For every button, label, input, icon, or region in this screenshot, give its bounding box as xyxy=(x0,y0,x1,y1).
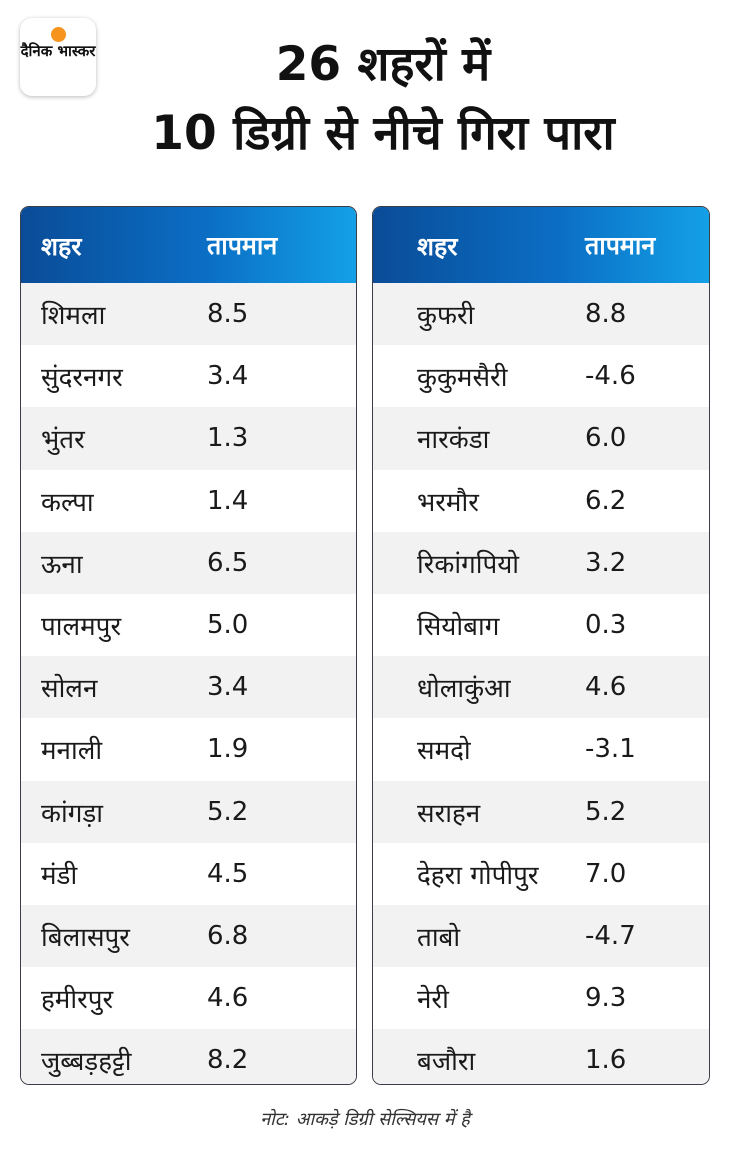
city-cell: कुफरी xyxy=(417,301,475,332)
table-body: कुफरी 8.8 कुकुमसैरी -4.6 नारकंडा 6.0 भरमौर 6… xyxy=(373,283,709,1084)
city-cell: सराहन xyxy=(417,798,481,829)
temperature-cell: 3.2 xyxy=(585,547,627,578)
table-row: सियोबाग 0.3 xyxy=(373,593,709,657)
table-row: कांगड़ा 5.2 xyxy=(21,780,356,843)
page-title: 26 शहरों में 10 डिग्री से नीचे गिरा पारा xyxy=(96,30,670,168)
temperature-cell: 5.2 xyxy=(585,796,627,827)
table-row: कुफरी 8.8 xyxy=(373,283,709,346)
temperature-cell: 8.8 xyxy=(585,299,627,330)
city-cell: नारकंडा xyxy=(417,425,490,456)
city-cell: सुंदरनगर xyxy=(41,363,123,394)
table-row: हमीरपुर 4.6 xyxy=(21,967,356,1030)
city-cell: भरमौर xyxy=(417,487,479,518)
table-row: रिकांगपियो 3.2 xyxy=(373,531,709,594)
city-cell: बजौरा xyxy=(417,1047,476,1078)
city-cell: कल्पा xyxy=(41,487,94,518)
footnote: नोट: आकड़े डिग्री सेल्सियस में है xyxy=(260,1109,470,1130)
temperature-cell: 8.2 xyxy=(207,1045,249,1076)
temperature-cell: -3.1 xyxy=(585,734,636,765)
city-cell: समदो xyxy=(417,736,471,767)
table-row: भुंतर 1.3 xyxy=(21,407,356,470)
city-cell: सियोबाग xyxy=(417,612,500,643)
temperature-cell: 1.4 xyxy=(207,485,249,516)
table-row: जुब्बड़हट्टी 8.2 xyxy=(21,1029,356,1084)
table-row: नारकंडा 6.0 xyxy=(373,407,709,470)
city-cell: रिकांगपियो xyxy=(417,549,520,580)
temperature-table-left: शहर तापमान शिमला 8.5 सुंदरनगर 3.4 भुंतर 1.3… xyxy=(20,206,357,1085)
city-cell: हमीरपुर xyxy=(41,985,114,1016)
city-cell: भुंतर xyxy=(41,425,85,456)
title-line-1: 26 शहरों में xyxy=(275,37,491,92)
temperature-cell: 5.2 xyxy=(207,796,249,827)
table-header: शहर तापमान xyxy=(373,207,709,283)
temperature-cell: -4.7 xyxy=(585,920,636,951)
column-header-temperature: तापमान xyxy=(585,231,656,260)
table-row: सुंदरनगर 3.4 xyxy=(21,345,356,408)
table-header: शहर तापमान xyxy=(21,207,356,283)
city-cell: कुकुमसैरी xyxy=(417,363,508,394)
table-row: ऊना 6.5 xyxy=(21,531,356,594)
table-row: धोलाकुंआ 4.6 xyxy=(373,656,709,719)
table-row: कल्पा 1.4 xyxy=(21,469,356,532)
temperature-cell: 3.4 xyxy=(207,672,249,703)
temperature-cell: 0.3 xyxy=(585,610,627,641)
table-row: कुकुमसैरी -4.6 xyxy=(373,345,709,408)
city-cell: जुब्बड़हट्टी xyxy=(41,1047,132,1078)
city-cell: कांगड़ा xyxy=(41,798,103,829)
table-row: देहरा गोपीपुर 7.0 xyxy=(373,842,709,905)
table-row: सराहन 5.2 xyxy=(373,780,709,843)
table-row: समदो -3.1 xyxy=(373,718,709,781)
city-cell: ताबो xyxy=(417,922,461,953)
table-row: बजौरा 1.6 xyxy=(373,1029,709,1084)
table-row: पालमपुर 5.0 xyxy=(21,593,356,657)
table-body: शिमला 8.5 सुंदरनगर 3.4 भुंतर 1.3 कल्पा 1.4 ऊ… xyxy=(21,283,356,1084)
temperature-cell: 4.6 xyxy=(585,672,627,703)
table-row: बिलासपुर 6.8 xyxy=(21,904,356,968)
table-row: नेरी 9.3 xyxy=(373,967,709,1030)
title-line-2: 10 डिग्री से नीचे गिरा पारा xyxy=(151,106,615,161)
city-cell: मंडी xyxy=(41,860,78,891)
table-row: ताबो -4.7 xyxy=(373,904,709,968)
sun-logo-icon xyxy=(50,27,66,42)
column-header-city: शहर xyxy=(417,232,458,261)
city-cell: शिमला xyxy=(41,301,106,332)
city-cell: धोलाकुंआ xyxy=(417,674,511,705)
temperature-cell: 6.5 xyxy=(207,547,249,578)
temperature-cell: 6.0 xyxy=(585,423,627,454)
table-row: भरमौर 6.2 xyxy=(373,469,709,532)
table-row: शिमला 8.5 xyxy=(21,283,356,346)
temperature-cell: 8.5 xyxy=(207,299,249,330)
logo-text: दैनिक भास्कर xyxy=(20,42,96,60)
city-cell: मनाली xyxy=(41,736,103,767)
city-cell: देहरा गोपीपुर xyxy=(417,860,539,891)
temperature-cell: -4.6 xyxy=(585,361,636,392)
temperature-cell: 7.0 xyxy=(585,858,627,889)
column-header-temperature: तापमान xyxy=(207,231,278,260)
city-cell: बिलासपुर xyxy=(41,922,130,953)
table-row: मंडी 4.5 xyxy=(21,842,356,905)
temperature-cell: 5.0 xyxy=(207,610,249,641)
temperature-cell: 9.3 xyxy=(585,983,627,1014)
temperature-cell: 4.6 xyxy=(207,983,249,1014)
temperature-cell: 1.3 xyxy=(207,423,249,454)
table-row: सोलन 3.4 xyxy=(21,656,356,719)
temperature-cell: 3.4 xyxy=(207,361,249,392)
temperature-cell: 4.5 xyxy=(207,858,249,889)
temperature-cell: 6.2 xyxy=(585,485,627,516)
temperature-cell: 1.9 xyxy=(207,734,249,765)
column-header-city: शहर xyxy=(41,232,82,261)
city-cell: नेरी xyxy=(417,985,449,1016)
table-row: मनाली 1.9 xyxy=(21,718,356,781)
dainik-bhaskar-logo: दैनिक भास्कर xyxy=(20,18,96,96)
city-cell: पालमपुर xyxy=(41,612,122,643)
city-cell: ऊना xyxy=(41,549,83,580)
temperature-table-right: शहर तापमान कुफरी 8.8 कुकुमसैरी -4.6 नारकंड… xyxy=(372,206,710,1085)
city-cell: सोलन xyxy=(41,674,98,705)
temperature-cell: 6.8 xyxy=(207,920,249,951)
temperature-cell: 1.6 xyxy=(585,1045,627,1076)
